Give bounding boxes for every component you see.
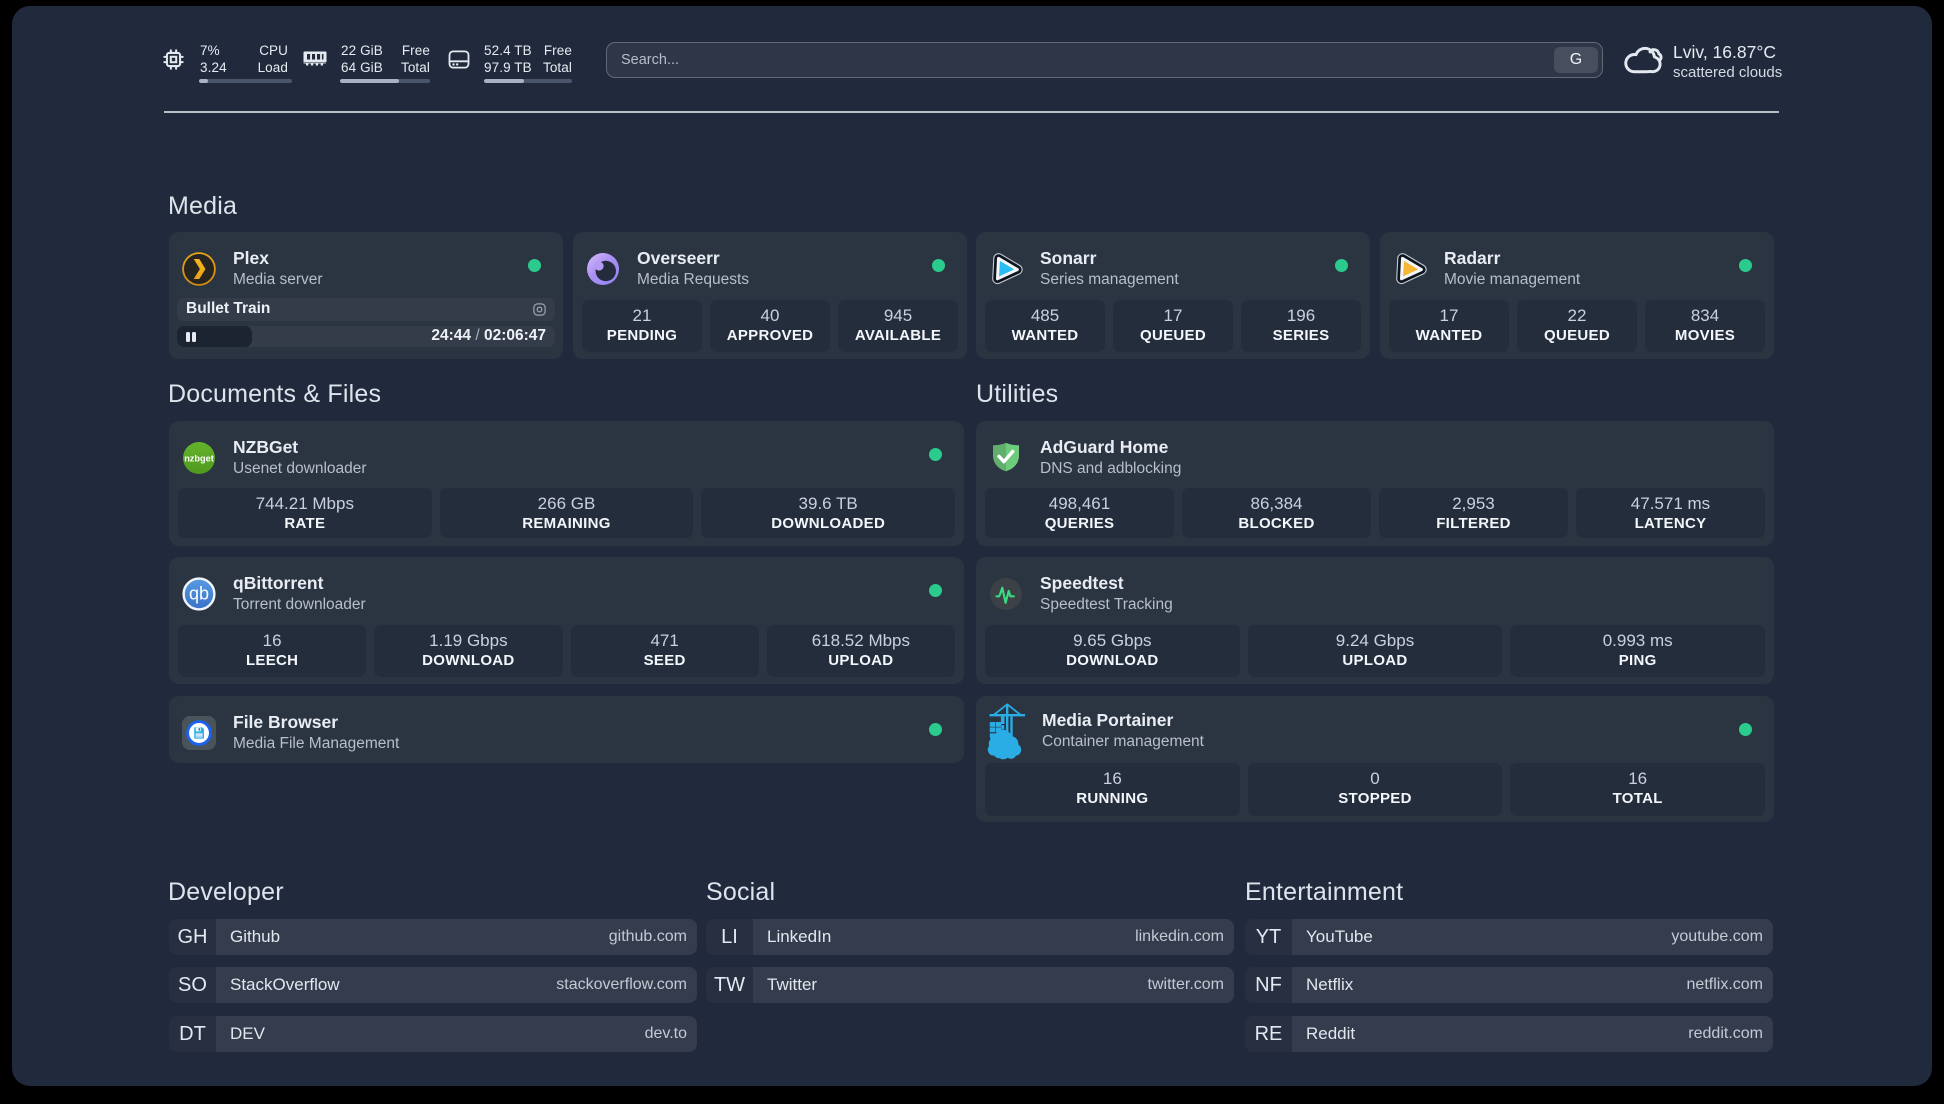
svg-text:qb: qb [189,583,209,603]
svg-text:nzbget: nzbget [184,453,214,463]
